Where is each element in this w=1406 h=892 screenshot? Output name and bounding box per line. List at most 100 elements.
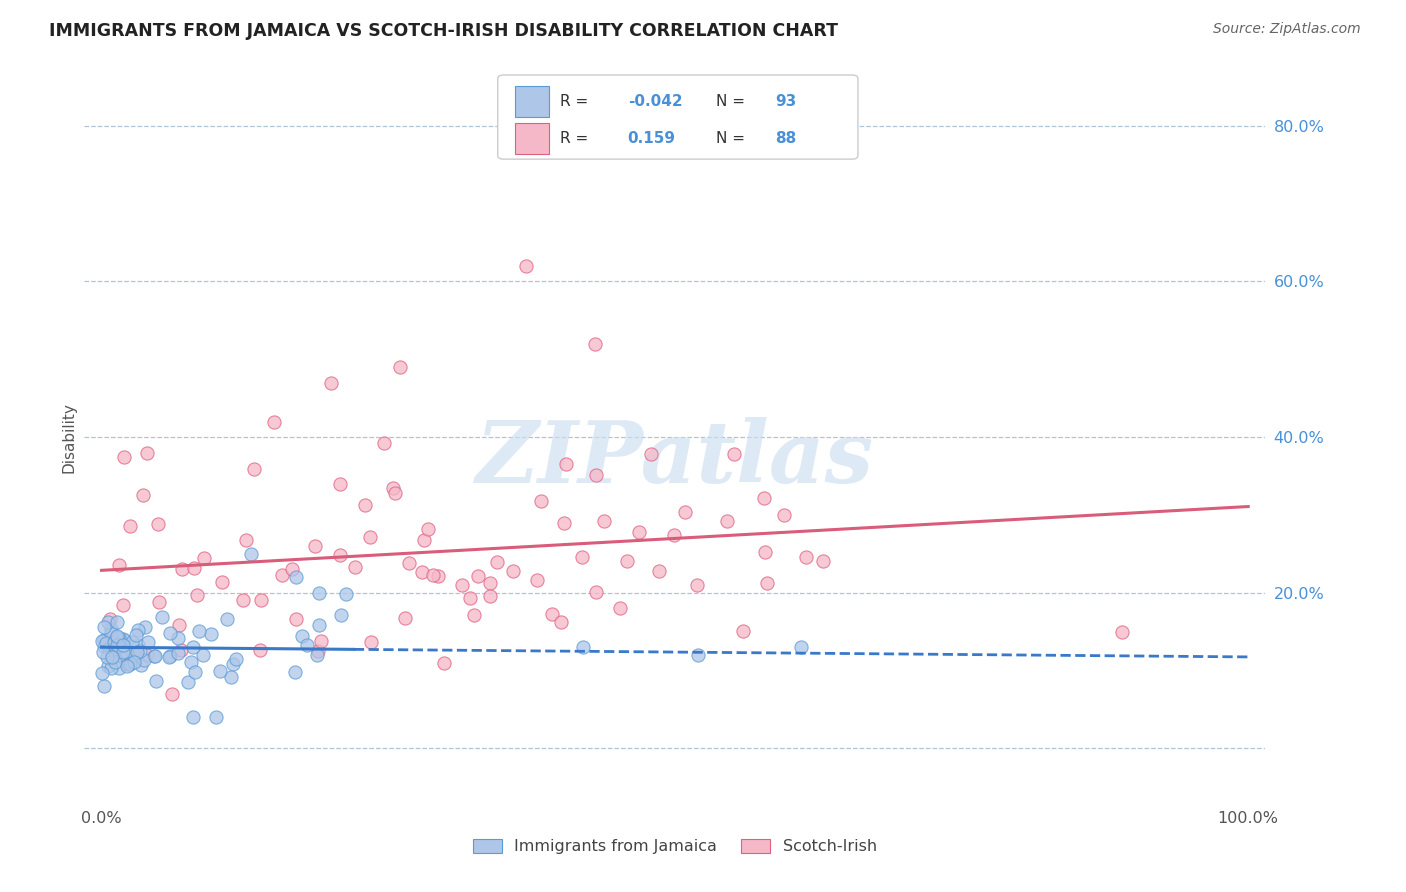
Point <box>416 522 439 536</box>
Point <box>609 601 631 615</box>
Point <box>502 564 524 578</box>
Point <box>208 664 231 678</box>
Point <box>811 554 834 568</box>
Point <box>152 610 174 624</box>
Point <box>169 643 191 657</box>
Point <box>554 457 576 471</box>
Point <box>754 545 776 559</box>
Point <box>129 644 152 658</box>
Point <box>304 540 326 554</box>
Point <box>232 592 254 607</box>
Point <box>148 595 170 609</box>
Point <box>112 633 135 648</box>
Point <box>104 649 127 664</box>
Text: N =: N = <box>716 95 745 109</box>
Point <box>686 578 709 592</box>
Point <box>662 527 685 541</box>
Point <box>411 566 433 580</box>
Point <box>647 564 669 578</box>
Point <box>295 638 318 652</box>
Point <box>124 648 146 662</box>
Point <box>360 635 382 649</box>
Point <box>530 494 553 508</box>
Point <box>219 669 242 683</box>
Point <box>211 575 233 590</box>
Point <box>458 591 481 606</box>
Point <box>344 560 367 574</box>
Point <box>205 710 228 724</box>
Point <box>136 445 159 459</box>
Point <box>616 554 638 568</box>
Point <box>307 648 329 662</box>
Point <box>307 644 329 658</box>
Point <box>127 638 149 652</box>
Point <box>176 675 198 690</box>
Point <box>183 640 205 654</box>
Text: -0.042: -0.042 <box>627 95 682 109</box>
Point <box>159 648 181 663</box>
Point <box>160 687 183 701</box>
Point <box>125 628 148 642</box>
Point <box>467 569 489 583</box>
Point <box>217 611 239 625</box>
Point <box>193 648 215 662</box>
Point <box>111 632 134 646</box>
Point <box>353 499 375 513</box>
Point <box>716 514 738 528</box>
Point <box>145 673 167 688</box>
Point <box>550 615 572 629</box>
Point <box>108 558 131 572</box>
Point <box>335 587 357 601</box>
Point <box>309 633 332 648</box>
Point <box>112 450 135 464</box>
Point <box>131 658 153 673</box>
FancyBboxPatch shape <box>498 75 858 159</box>
Point <box>97 658 120 673</box>
Point <box>673 505 696 519</box>
Point <box>180 655 202 669</box>
Point <box>640 447 662 461</box>
Point <box>187 624 209 639</box>
Point <box>398 556 420 570</box>
Text: IMMIGRANTS FROM JAMAICA VS SCOTCH-IRISH DISABILITY CORRELATION CHART: IMMIGRANTS FROM JAMAICA VS SCOTCH-IRISH … <box>49 22 838 40</box>
Point <box>105 615 128 629</box>
Point <box>103 635 125 649</box>
Point <box>686 648 709 662</box>
Point <box>479 576 502 591</box>
Point <box>181 710 204 724</box>
Point <box>583 336 606 351</box>
Point <box>127 623 149 637</box>
Point <box>330 608 353 623</box>
Point <box>359 530 381 544</box>
Point <box>200 627 222 641</box>
Point <box>131 488 153 502</box>
Point <box>308 618 330 632</box>
Point <box>451 578 474 592</box>
Point <box>222 657 245 672</box>
Point <box>98 612 121 626</box>
Point <box>101 650 124 665</box>
Text: ZIPatlas: ZIPatlas <box>475 417 875 500</box>
Point <box>93 632 115 647</box>
Point <box>790 640 813 655</box>
Point <box>167 647 190 661</box>
Point <box>117 659 139 673</box>
Point <box>319 376 342 390</box>
Point <box>104 635 127 649</box>
Text: 88: 88 <box>775 131 797 146</box>
Point <box>97 615 120 629</box>
Point <box>121 635 143 649</box>
Point <box>93 639 115 653</box>
Point <box>142 648 165 663</box>
Point <box>183 561 205 575</box>
Point <box>104 656 127 670</box>
Point <box>422 568 444 582</box>
Point <box>572 640 595 655</box>
Point <box>754 491 776 506</box>
Point <box>110 643 132 657</box>
Point <box>412 533 434 548</box>
Point <box>101 649 124 664</box>
Point <box>110 638 132 652</box>
Point <box>242 462 264 476</box>
Point <box>373 435 395 450</box>
